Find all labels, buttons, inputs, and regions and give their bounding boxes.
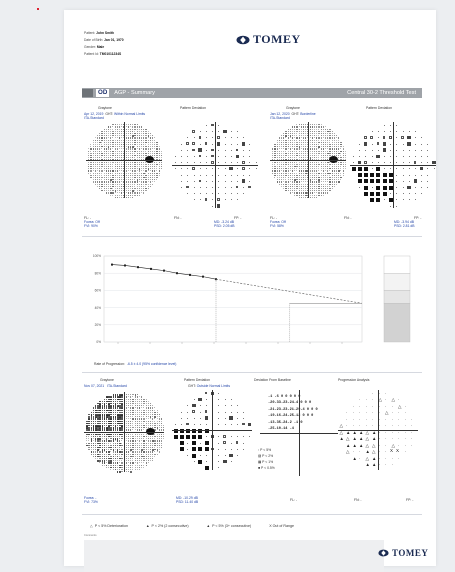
exam3-md: MD: -10.29 dB [176,496,198,500]
exam1-graytone-title: Graytone [98,106,112,110]
exam3-fn: FN: - [354,498,362,502]
eye-label: OD [96,89,110,97]
exam3-fvi: FVI: 73% [84,500,98,504]
tomey-logo-icon [378,549,389,557]
comments-label: Comments [84,534,97,537]
projection-line [215,278,363,304]
severity-band [383,273,411,291]
y-tick-label: 0% [96,340,101,344]
exam2-pattern-title: Pattern Deviation [366,106,393,110]
patient-info: Patient: John Smith Date of Birth: Jan 0… [84,31,124,56]
exam1-graytone-plot [86,122,163,199]
tomey-logo: TOMEY [236,32,301,47]
exam2-fvi: FVI: 58% [270,224,284,228]
exam1-fvi: FVI: 90% [84,224,98,228]
test-name: Central 30-2 Threshold Test [347,90,416,96]
legend-out-of-range: X Out of Range [269,524,294,528]
y-tick-label: 100% [93,254,101,258]
exam2-fp: FP: - [414,216,422,220]
exam2-graytone-plot [270,122,347,199]
exam3-fl: FL: - [290,498,297,502]
exam1-fn: FN: - [174,216,182,220]
exam3-baseline-title: Deviation From Baseline [254,378,291,382]
divider [82,372,422,373]
exam2-fn: FN: - [344,216,352,220]
data-point [202,275,204,278]
progression-chart: 100% 80% 60% 40% 20% 0% [93,254,411,344]
exam3-pattern-plot [172,390,252,470]
exam2-psd: PSD: 2.81 dB [394,224,415,228]
exam3-progression-title: Progression Analysis [338,378,370,382]
exam3-fp: FP: - [406,498,414,502]
exam3-pattern-title: Pattern Deviation [184,378,211,382]
tomey-logo-icon [236,35,250,44]
report-page: Patient: John Smith Date of Birth: Jan 0… [64,10,436,572]
comments-box [84,540,384,572]
exam2-fovea: Fovea: Off [270,220,286,224]
divider [82,514,422,515]
exam3-progression-plot: · · · · · · △ · △ · · · · · · · · △ · · · · · · · △ · · · · · · · · · · · · · ·… [338,390,418,470]
exam2-strategy: ITA-Standard [270,116,290,120]
tomey-logo-footer: TOMEY [378,548,428,558]
severity-band [383,290,411,304]
exam2-fl: FL: - [270,216,277,220]
exam2-graytone-title: Graytone [286,106,300,110]
exam3-date: Nov 07, 2021 ITA-Standard [84,384,127,388]
exam1-strategy: ITA-Standard [84,116,104,120]
exam3-ght: GHT: Outside Normal Limits [188,384,231,388]
exam2-pattern-plot [350,122,436,208]
exam2-md: MD: -3.94 dB [394,220,414,224]
rate-of-progression: Rate of Progression: -6.5 ± 4.0 (95% con… [94,362,177,366]
data-point [150,267,152,270]
data-point [176,272,178,275]
legend-deterioration: △ P < 5% Deterioration [90,524,128,528]
exam3-fovea: Fovea: - [84,496,97,500]
exam3-psd: PSD: 11.40 dB [176,500,199,504]
exam1-fp: FP: - [234,216,242,220]
severity-band [383,303,411,343]
header-square [82,89,93,97]
progression-legend: △ P < 5% Deterioration ▲ P < 2% (2 conse… [90,524,294,528]
divider [82,236,422,237]
report-header-band: OD AGP - Summary Central 30-2 Threshold … [82,88,422,98]
data-point [163,269,165,272]
exam1-pattern-plot [172,122,258,208]
exam3-baseline-plot: -1 -6 0 0 0 0 0 -20-33-23-24-4 0 0 0 -21-2… [260,390,338,476]
y-tick-label: 20% [95,323,102,327]
exam1-date: Apr 12, 2019 GHT: Within Normal Limits [84,112,146,116]
data-point [111,263,113,266]
y-tick-label: 60% [95,289,102,293]
data-point [137,266,139,269]
red-marker [37,8,39,10]
legend-two-consecutive: ▲ P < 2% (2 consecutive) [145,524,189,528]
y-tick-label: 40% [95,306,102,310]
exam1-psd: PSD: 2.05 dB [214,224,235,228]
exam1-pattern-title: Pattern Deviation [180,106,207,110]
data-point [189,273,191,276]
legend-three-consecutive: ▲ P < 5% (3+ consecutive) [206,524,252,528]
y-tick-label: 80% [95,271,102,275]
exam1-fovea: Fovea: Off [84,220,100,224]
exam2-date: Jan 12, 2020 GHT: Borderline [270,112,316,116]
exam3-graytone-plot [84,392,165,473]
report-title: AGP - Summary [114,90,155,96]
exam1-fl: FL: - [84,216,91,220]
severity-band [383,255,411,274]
data-point [124,264,126,267]
probability-legend: ▫ P < 5% ▨ P < 2% ▩ P < 1% ■ P < 0.5% [258,448,275,470]
exam1-md: MD: -3.24 dB [214,220,234,224]
exam3-graytone-title: Graytone [100,378,114,382]
